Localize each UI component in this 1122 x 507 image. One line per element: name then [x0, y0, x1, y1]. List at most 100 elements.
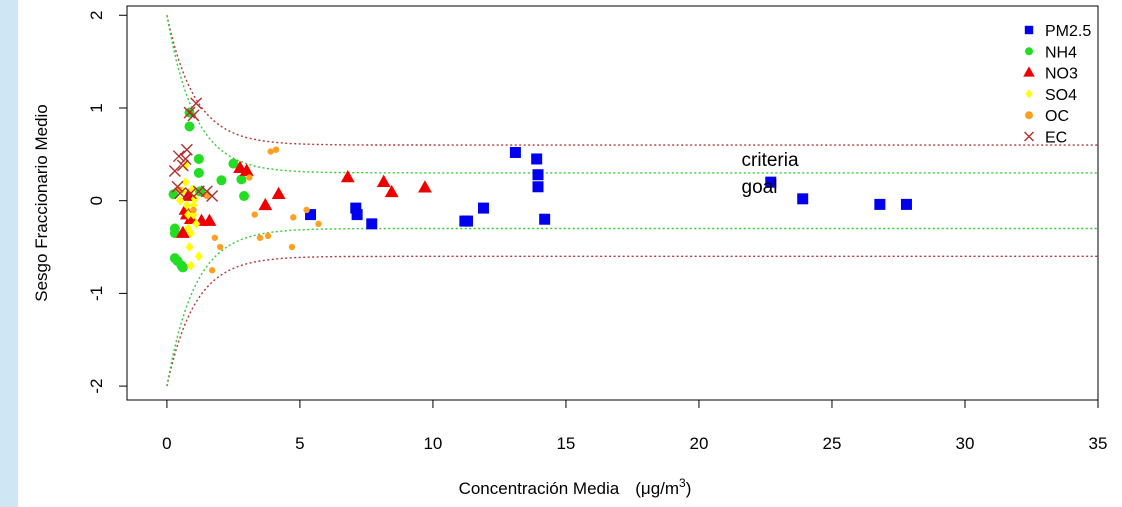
reference-curve-criteria-upper	[166, 15, 1098, 146]
data-point	[171, 180, 184, 193]
data-point	[376, 174, 391, 187]
data-point	[182, 200, 191, 211]
data-point	[303, 206, 310, 214]
data-point	[176, 159, 189, 172]
data-point	[531, 153, 543, 165]
annotation-goal: goal	[742, 177, 778, 198]
legend-label: PM2.5	[1045, 23, 1091, 40]
x-tick-label: 15	[556, 434, 575, 453]
data-point	[874, 198, 886, 210]
data-point	[272, 146, 280, 153]
data-point	[246, 174, 253, 181]
data-point	[203, 192, 211, 200]
data-point	[258, 197, 273, 211]
data-point	[211, 234, 218, 241]
series-so4	[176, 160, 203, 271]
data-point	[177, 262, 188, 273]
data-point	[183, 211, 198, 225]
data-point	[190, 193, 199, 204]
data-point	[195, 186, 206, 197]
data-point	[216, 175, 227, 186]
y-tick-label: 1	[87, 103, 106, 112]
data-point	[340, 170, 355, 183]
data-point	[239, 163, 254, 176]
legend-marker	[1025, 47, 1033, 56]
data-point	[185, 242, 194, 253]
data-point	[206, 190, 219, 203]
x-tick-label: 20	[689, 434, 708, 453]
data-point	[202, 213, 217, 226]
data-point	[175, 225, 190, 238]
legend-label: NO3	[1045, 66, 1078, 83]
data-point	[290, 214, 297, 221]
data-point	[194, 251, 203, 262]
data-point	[228, 158, 239, 169]
data-point	[208, 267, 216, 274]
data-point	[236, 174, 247, 185]
y-tick-label: 0	[87, 196, 106, 205]
data-point	[168, 165, 181, 178]
data-point	[187, 109, 200, 122]
data-point	[477, 202, 489, 214]
data-point	[184, 209, 193, 220]
y-tick-label: -2	[87, 379, 106, 394]
data-point	[190, 206, 197, 214]
reference-curves	[166, 15, 1098, 387]
legend-label: SO4	[1045, 87, 1077, 104]
data-point	[193, 167, 204, 178]
reference-curve-goal-upper	[166, 15, 1098, 174]
data-point	[181, 160, 190, 171]
data-point	[184, 187, 197, 200]
series-nh4	[168, 107, 250, 273]
series-pm25	[305, 146, 912, 230]
x-tick-label: 35	[1089, 434, 1108, 453]
data-point	[532, 181, 544, 193]
y-axis-label: Sesgo Fraccionario Medio	[32, 104, 51, 301]
legend-marker	[1024, 131, 1034, 142]
y-tick-label: -1	[87, 286, 106, 301]
data-point	[305, 209, 317, 221]
legend-marker	[1025, 89, 1033, 99]
x-tick-label: 25	[823, 434, 842, 453]
data-point	[532, 169, 544, 181]
legend-marker	[1025, 111, 1033, 120]
data-point	[288, 243, 296, 251]
reference-curve-criteria-lower	[166, 255, 1098, 387]
x-tick-label: 5	[295, 434, 304, 453]
data-point	[797, 193, 809, 205]
data-point	[366, 218, 378, 230]
series-ec	[168, 97, 219, 203]
x-tick-label: 10	[423, 434, 442, 453]
legend-label: EC	[1045, 130, 1067, 147]
legend-label: NH4	[1045, 44, 1077, 61]
data-point	[539, 213, 551, 225]
data-point	[174, 187, 187, 200]
x-axis-label: Concentración Media (μg/m3)	[459, 476, 692, 498]
x-tick-label: 30	[956, 434, 975, 453]
data-point	[184, 121, 195, 132]
data-point	[190, 97, 203, 110]
legend: PM2.5 NH4 NO3 SO4 OC EC	[1023, 23, 1091, 147]
data-point	[351, 209, 363, 221]
series-oc	[175, 146, 322, 274]
data-point	[509, 146, 521, 158]
plot-box	[126, 5, 1099, 401]
data-point	[462, 215, 474, 227]
data-point	[193, 153, 204, 164]
data-points	[168, 97, 912, 274]
data-point	[267, 148, 274, 155]
data-point	[765, 176, 777, 188]
data-point	[239, 191, 250, 202]
data-point	[216, 243, 224, 251]
reference-curve-goal-lower	[166, 227, 1098, 387]
data-point	[251, 211, 258, 218]
data-point	[186, 228, 195, 239]
data-point	[192, 218, 201, 229]
data-point	[172, 150, 185, 163]
y-axis: -2 -1 0 1 2	[87, 11, 128, 394]
data-point	[264, 232, 272, 240]
data-point	[350, 202, 362, 214]
data-point	[256, 234, 264, 241]
data-point	[418, 180, 432, 193]
